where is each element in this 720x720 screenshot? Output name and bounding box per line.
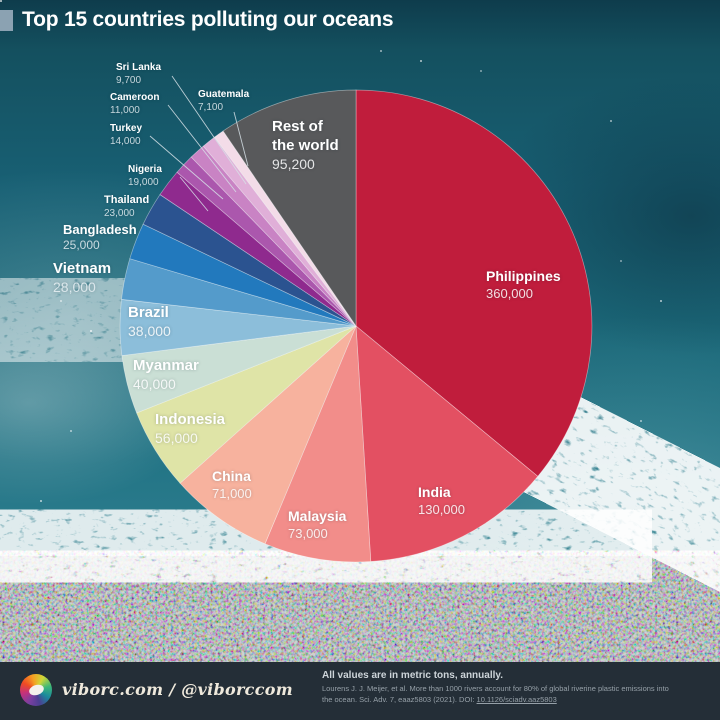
label-indonesia: Indonesia 56,000	[155, 411, 225, 447]
label-vietnam: Vietnam 28,000	[53, 260, 111, 296]
label-brazil: Brazil 38,000	[128, 304, 171, 340]
label-myanmar-name: Myanmar	[133, 357, 199, 374]
pie-slice-india	[355, 325, 539, 562]
label-nigeria: Nigeria 19,000	[128, 164, 162, 189]
title-bar: Top 15 countries polluting our oceans	[0, 0, 720, 40]
label-nigeria-name: Nigeria	[128, 164, 162, 175]
source-line1: Lourens J. J. Meijer, et al. More than 1…	[322, 684, 669, 693]
label-india-value: 130,000	[418, 501, 465, 517]
surf-foam-diagonal	[431, 357, 720, 609]
doi-link[interactable]: 10.1126/sciadv.aaz5803	[476, 694, 557, 704]
label-malaysia-value: 73,000	[288, 525, 328, 541]
units-note: All values are in metric tons, annually.	[322, 670, 503, 681]
label-india: India 130,000	[418, 484, 465, 518]
pie-slice-nigeria	[159, 171, 357, 327]
source-citation: Lourens J. J. Meijer, et al. More than 1…	[322, 684, 714, 706]
label-china-name: China	[212, 468, 251, 484]
brand-handle: viborc.com / @viborccom	[62, 680, 293, 699]
label-brazil-name: Brazil	[128, 304, 169, 321]
label-bangladesh-value: 25,000	[63, 238, 100, 253]
page-title: Top 15 countries polluting our oceans	[22, 8, 394, 31]
label-malaysia-name: Malaysia	[288, 508, 347, 524]
label-turkey-name: Turkey	[110, 123, 143, 134]
footer-bar: viborc.com / @viborccom All values are i…	[0, 662, 720, 720]
label-turkey: Turkey 14,000	[110, 123, 142, 148]
label-cameroon-name: Cameroon	[110, 92, 160, 103]
label-cameroon-value: 11,000	[110, 104, 140, 116]
label-myanmar: Myanmar 40,000	[133, 357, 199, 393]
label-indonesia-value: 56,000	[155, 429, 198, 446]
water-specks	[0, 0, 2, 2]
label-rest-name: the world	[272, 136, 339, 154]
pie-slice-thailand	[142, 194, 357, 327]
label-thailand: Thailand 23,000	[104, 194, 149, 220]
pie-slice-cameroon	[190, 145, 357, 327]
pie-slice-indonesia	[136, 325, 357, 484]
label-sri_lanka-value: 9,700	[116, 74, 142, 86]
label-rest-name: Rest of	[272, 118, 323, 135]
label-nigeria-value: 19,000	[128, 176, 159, 188]
label-philippines-value: 360,000	[486, 285, 533, 301]
label-guatemala-name: Guatemala	[198, 89, 250, 100]
label-thailand-name: Thailand	[104, 194, 150, 206]
footer-source-block: All values are in metric tons, annually.…	[322, 670, 714, 706]
logo-swirl-icon	[27, 682, 46, 698]
label-philippines-name: Philippines	[486, 268, 561, 284]
label-sri_lanka: Sri Lanka 9,700	[116, 62, 161, 87]
label-indonesia-name: Indonesia	[155, 411, 226, 428]
label-vietnam-name: Vietnam	[53, 260, 112, 277]
title-marker	[0, 9, 13, 31]
label-rest: Rest of the world 95,200	[272, 118, 339, 173]
label-myanmar-value: 40,000	[133, 375, 176, 392]
label-vietnam-value: 28,000	[53, 278, 96, 295]
label-guatemala-value: 7,100	[198, 101, 224, 113]
label-thailand-value: 23,000	[104, 207, 135, 219]
label-bangladesh: Bangladesh 25,000	[63, 222, 137, 253]
label-india-name: India	[418, 484, 451, 500]
label-turkey-value: 14,000	[110, 135, 141, 147]
leader-line-cameroon	[167, 104, 237, 193]
surf-foam	[0, 520, 540, 572]
trash-beach-band	[0, 556, 720, 664]
leader-line-nigeria	[179, 176, 209, 212]
pie-slice-turkey	[176, 156, 357, 327]
label-cameroon: Cameroon 11,000	[110, 92, 159, 117]
source-line2: the ocean. Sci. Adv. 7, eaaz5803 (2021).…	[322, 694, 477, 704]
label-brazil-value: 38,000	[128, 322, 171, 339]
label-guatemala: Guatemala 7,100	[198, 89, 249, 114]
label-sri_lanka-name: Sri Lanka	[116, 62, 162, 73]
label-malaysia: Malaysia 73,000	[288, 508, 346, 542]
label-bangladesh-name: Bangladesh	[63, 222, 137, 237]
leader-line-guatemala	[233, 111, 249, 167]
viborc-logo	[20, 674, 52, 706]
label-rest-value: 95,200	[272, 155, 315, 172]
label-china: China 71,000	[212, 468, 252, 502]
label-philippines: Philippines 360,000	[486, 268, 561, 302]
label-china-value: 71,000	[212, 485, 252, 501]
